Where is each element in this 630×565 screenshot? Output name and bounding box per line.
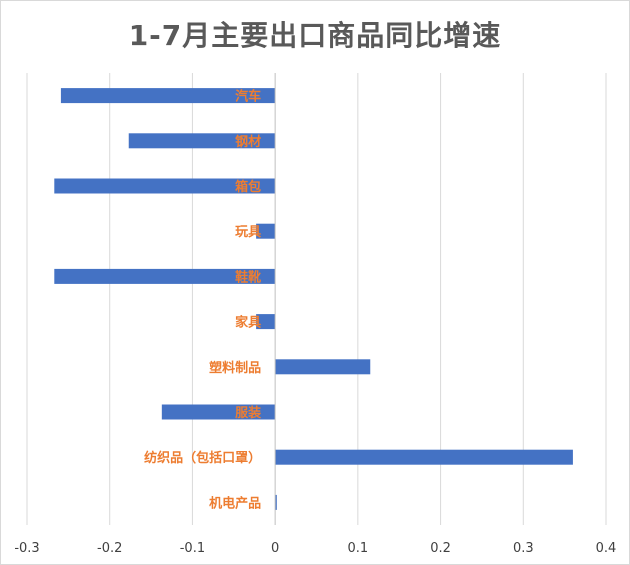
category-label: 玩具 [235,225,261,240]
category-label: 家具 [235,315,261,331]
x-tick-label: -0.1 [180,541,205,556]
x-tick-label: 0 [271,541,279,556]
bar [54,178,276,194]
bar [256,314,276,330]
bar [275,359,371,375]
category-label: 钢材 [235,134,261,150]
x-tick-label: -0.2 [97,541,122,556]
x-tick-label: 0.4 [596,541,617,556]
category-label: 机电产品 [209,495,261,511]
bar [60,88,276,104]
category-label: 汽车 [235,89,261,105]
bar [275,494,277,510]
category-label: 服装 [235,405,261,421]
x-tick-label: 0.3 [513,541,534,556]
bar [54,268,276,284]
category-label: 鞋靴 [235,269,261,285]
bar [161,404,276,420]
x-tick-label: 0.1 [348,541,369,556]
x-tick-label: -0.3 [14,541,39,556]
bar [256,223,276,239]
category-label: 塑料制品 [209,360,261,376]
x-tick-label: 0.2 [430,541,451,556]
bar [128,133,276,149]
category-label: 纺织品（包括口罩） [144,450,261,466]
bar [275,449,573,465]
category-label: 箱包 [235,179,261,195]
chart-title: 1-7月主要出口商品同比增速 [128,19,502,52]
